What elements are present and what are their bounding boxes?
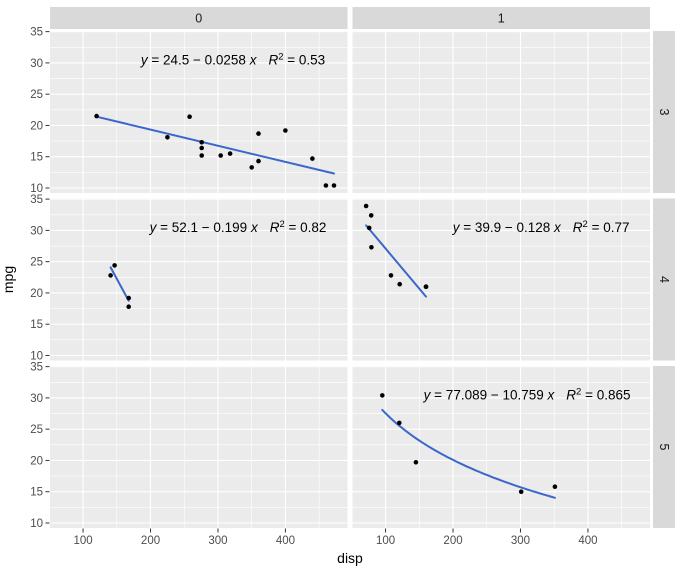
x-tick-label: 300 [208,535,227,547]
data-point [94,113,99,119]
equation-label: y = 77.089 − 10.759 x R2 = 0.865 [423,386,631,402]
y-tick-label: 15 [30,319,43,331]
regression-line [95,115,335,175]
data-point [366,225,372,231]
facet-row-strip-label: 4 [657,276,671,283]
equation-label: y = 24.5 − 0.0258 x R2 = 0.53 [140,51,325,67]
x-tick-label: 400 [578,535,597,547]
regression-line [109,266,130,302]
equation-label: y = 52.1 − 0.199 x R2 = 0.82 [149,219,327,235]
x-tick-label: 400 [276,535,295,547]
data-point [552,484,558,490]
data-point [368,213,374,218]
y-tick-label: 25 [30,257,43,269]
data-point [256,131,261,136]
x-tick-label: 100 [376,535,395,547]
data-point [388,273,394,278]
data-point [249,165,254,170]
x-tick-label: 200 [141,535,160,547]
data-point [363,203,369,209]
y-tick-label: 20 [30,120,43,132]
data-point [518,489,524,495]
y-tick-label: 10 [30,350,43,362]
data-point [199,140,204,145]
y-tick-label: 20 [30,455,43,467]
y-tick-label: 30 [30,225,43,237]
data-point [256,158,261,164]
equation-label: y = 39.9 − 0.128 x R2 = 0.77 [452,219,630,235]
y-tick-label: 25 [30,89,43,101]
data-point [165,135,170,140]
y-tick-label: 20 [30,288,43,300]
facet-row-strip [653,198,675,361]
panel-background [352,366,650,528]
data-point [423,284,429,290]
data-point [187,114,192,119]
panel-background [50,31,348,193]
data-point [126,304,131,310]
facet-row-strip [653,31,675,193]
data-point [126,295,131,301]
data-point [397,281,403,287]
x-axis-title: disp [337,550,363,566]
y-axis-title: mpg [0,266,16,293]
y-tick-label: 10 [30,518,43,530]
panel-background [50,198,348,361]
facet-row-strip-label: 5 [657,444,671,451]
data-point [380,393,385,398]
y-tick-label: 30 [30,393,43,405]
regression-line [365,224,427,298]
y-tick-label: 25 [30,424,43,436]
facet-column-strip-label: 0 [195,12,202,26]
facet-column-strip [50,7,348,29]
y-tick-label: 35 [30,194,43,206]
data-point [218,153,223,158]
facet-column-strip [352,7,650,29]
data-point [112,263,117,268]
data-point [283,128,288,133]
data-point [413,460,419,465]
data-point [331,183,337,188]
y-tick-label: 10 [30,183,43,195]
y-tick-label: 35 [30,27,43,39]
data-point [369,245,374,250]
panel-background [352,198,650,361]
x-tick-label: 300 [511,535,530,547]
x-tick-label: 100 [73,535,92,547]
y-tick-label: 15 [30,487,43,499]
y-tick-label: 35 [30,362,43,374]
facet-row-strip-label: 3 [657,109,671,116]
data-point [199,145,204,151]
facet-row-strip [653,366,675,528]
facet-column-strip-label: 1 [498,12,505,26]
data-point [108,273,113,278]
regression-line [381,408,556,499]
data-point [199,153,204,158]
panel-background [50,366,348,528]
data-point [227,151,233,156]
y-tick-label: 15 [30,152,43,164]
data-point [323,183,329,188]
data-point [310,156,315,161]
x-tick-label: 200 [443,535,462,547]
panel-background [352,31,650,193]
data-point [397,420,402,426]
y-tick-label: 30 [30,58,43,70]
